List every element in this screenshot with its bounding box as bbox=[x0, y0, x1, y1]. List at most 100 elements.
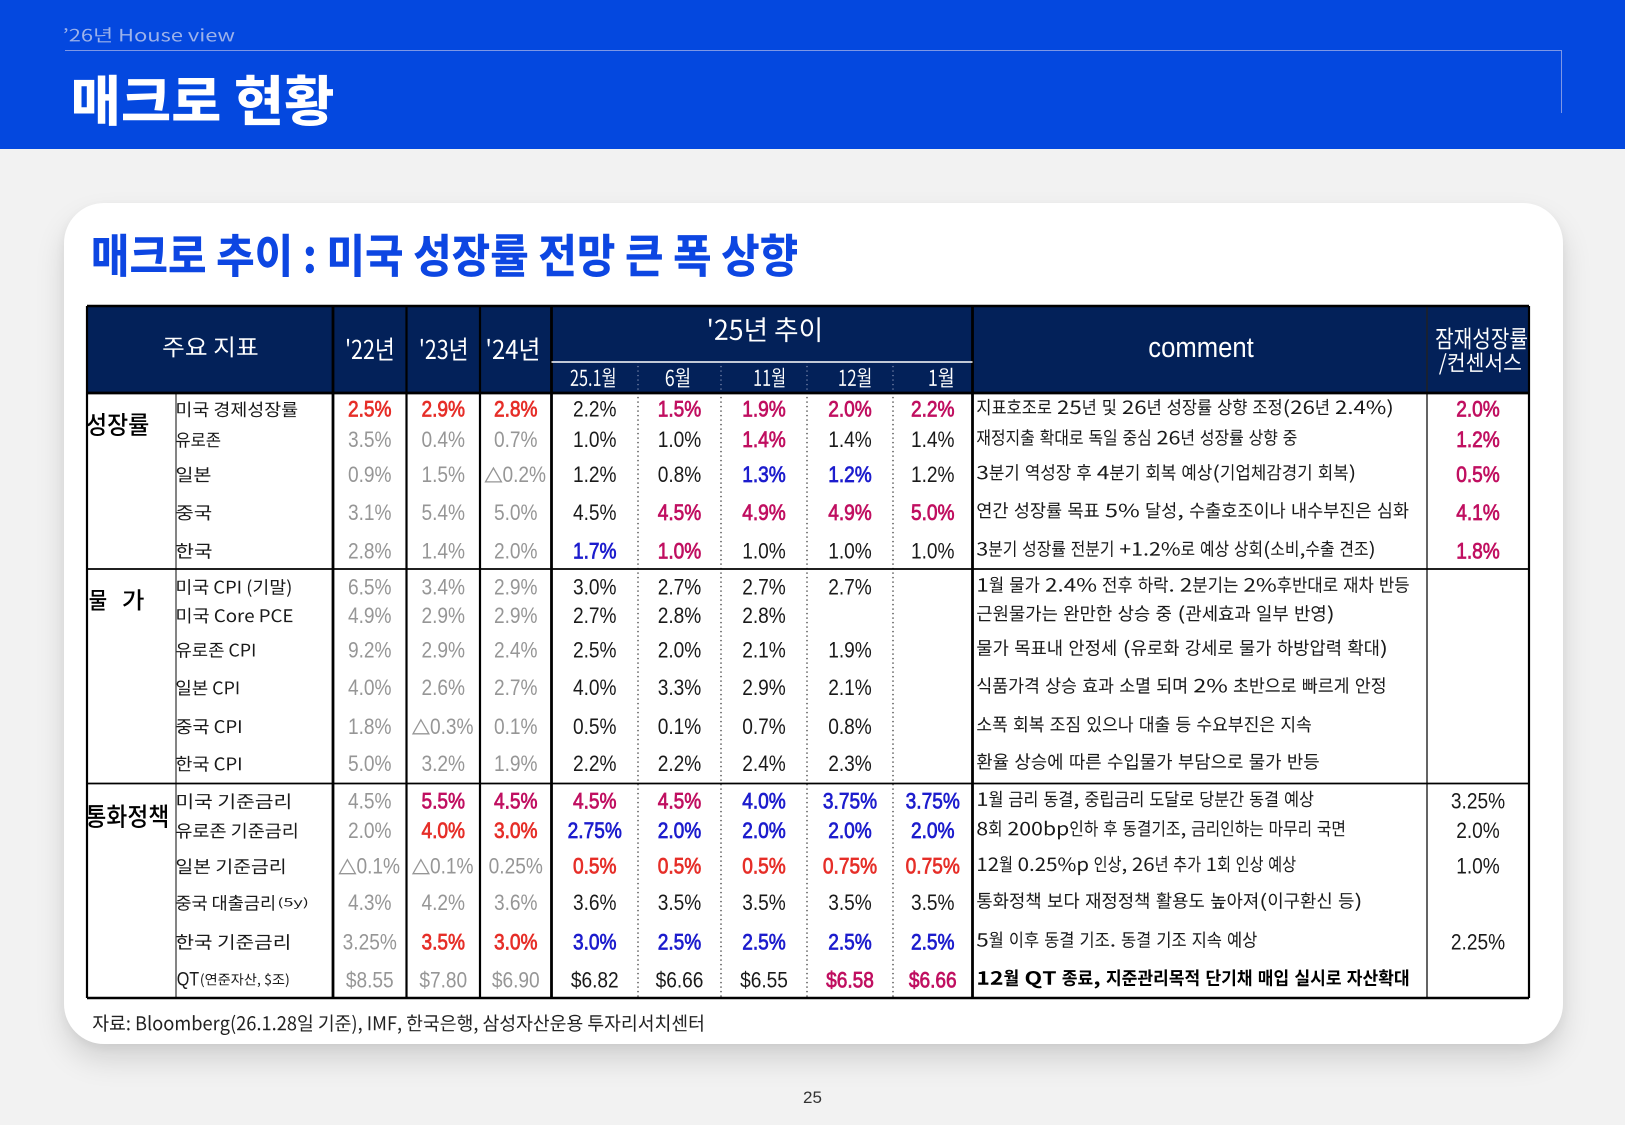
svg-text:2.9%: 2.9% bbox=[421, 604, 465, 629]
svg-text:2.5%: 2.5% bbox=[911, 930, 955, 955]
svg-text:2.1%: 2.1% bbox=[828, 676, 872, 701]
svg-text:2.9%: 2.9% bbox=[494, 575, 538, 600]
svg-text:4.9%: 4.9% bbox=[742, 501, 786, 526]
svg-text:2.9%: 2.9% bbox=[421, 397, 465, 422]
svg-text:0.1%: 0.1% bbox=[430, 854, 474, 879]
svg-text:3.5%: 3.5% bbox=[911, 891, 955, 916]
svg-text:$8.55: $8.55 bbox=[346, 968, 394, 993]
svg-text:0.5%: 0.5% bbox=[742, 854, 786, 879]
svg-text:$6.66: $6.66 bbox=[656, 968, 704, 993]
svg-text:1.0%: 1.0% bbox=[573, 428, 617, 453]
svg-text:2.8%: 2.8% bbox=[494, 397, 538, 422]
svg-text:2.8%: 2.8% bbox=[742, 604, 786, 629]
svg-text:3.5%: 3.5% bbox=[828, 891, 872, 916]
svg-text:2.4%: 2.4% bbox=[742, 752, 786, 777]
svg-text:4.5%: 4.5% bbox=[348, 789, 392, 814]
svg-text:3.0%: 3.0% bbox=[494, 930, 538, 955]
svg-text:5.4%: 5.4% bbox=[421, 501, 465, 526]
svg-text:4.0%: 4.0% bbox=[573, 676, 617, 701]
svg-text:1.0%: 1.0% bbox=[658, 539, 702, 564]
svg-text:0.75%: 0.75% bbox=[823, 854, 877, 879]
svg-text:1.9%: 1.9% bbox=[742, 397, 786, 422]
svg-text:4.0%: 4.0% bbox=[742, 789, 786, 814]
svg-text:1.8%: 1.8% bbox=[1456, 539, 1500, 564]
svg-text:1.9%: 1.9% bbox=[828, 638, 872, 663]
svg-text:1.2%: 1.2% bbox=[573, 463, 617, 488]
svg-text:$6.82: $6.82 bbox=[571, 968, 619, 993]
svg-text:3.4%: 3.4% bbox=[421, 575, 465, 600]
svg-text:0.8%: 0.8% bbox=[828, 714, 872, 739]
svg-text:3.75%: 3.75% bbox=[906, 789, 960, 814]
svg-text:2.0%: 2.0% bbox=[828, 819, 872, 844]
svg-text:4.9%: 4.9% bbox=[828, 501, 872, 526]
svg-text:2.9%: 2.9% bbox=[421, 638, 465, 663]
svg-text:1.0%: 1.0% bbox=[828, 539, 872, 564]
svg-text:1.0%: 1.0% bbox=[742, 539, 786, 564]
svg-text:2.5%: 2.5% bbox=[828, 930, 872, 955]
svg-text:0.1%: 0.1% bbox=[658, 714, 702, 739]
svg-text:3.5%: 3.5% bbox=[658, 891, 702, 916]
svg-text:comment: comment bbox=[1148, 331, 1254, 364]
svg-text:0.4%: 0.4% bbox=[421, 428, 465, 453]
svg-text:1.3%: 1.3% bbox=[742, 463, 786, 488]
svg-text:$7.80: $7.80 bbox=[419, 968, 467, 993]
svg-text:2.8%: 2.8% bbox=[348, 539, 392, 564]
svg-text:0.25%: 0.25% bbox=[489, 854, 543, 879]
svg-text:1.9%: 1.9% bbox=[494, 752, 538, 777]
svg-text:5.0%: 5.0% bbox=[494, 501, 538, 526]
svg-text:2.5%: 2.5% bbox=[658, 930, 702, 955]
svg-text:3.5%: 3.5% bbox=[421, 930, 465, 955]
svg-text:1.7%: 1.7% bbox=[573, 539, 617, 564]
svg-text:1.4%: 1.4% bbox=[742, 428, 786, 453]
svg-text:4.0%: 4.0% bbox=[348, 676, 392, 701]
svg-text:3.3%: 3.3% bbox=[658, 676, 702, 701]
svg-text:2.2%: 2.2% bbox=[911, 397, 955, 422]
svg-text:2.25%: 2.25% bbox=[1451, 930, 1505, 955]
svg-text:0.75%: 0.75% bbox=[906, 854, 960, 879]
svg-text:$6.90: $6.90 bbox=[492, 968, 540, 993]
svg-text:1.2%: 1.2% bbox=[911, 463, 955, 488]
svg-text:1.8%: 1.8% bbox=[348, 714, 392, 739]
svg-text:4.3%: 4.3% bbox=[348, 891, 392, 916]
svg-text:2.9%: 2.9% bbox=[742, 676, 786, 701]
svg-text:2.2%: 2.2% bbox=[573, 752, 617, 777]
svg-text:0.1%: 0.1% bbox=[356, 854, 400, 879]
svg-text:2.5%: 2.5% bbox=[348, 397, 392, 422]
svg-text:5.0%: 5.0% bbox=[348, 752, 392, 777]
svg-text:0.7%: 0.7% bbox=[494, 428, 538, 453]
svg-text:1.0%: 1.0% bbox=[1456, 854, 1500, 879]
svg-text:4.0%: 4.0% bbox=[421, 819, 465, 844]
svg-text:2.1%: 2.1% bbox=[742, 638, 786, 663]
svg-text:0.1%: 0.1% bbox=[494, 714, 538, 739]
svg-text:2.0%: 2.0% bbox=[658, 638, 702, 663]
svg-text:1.5%: 1.5% bbox=[421, 463, 465, 488]
svg-text:0.9%: 0.9% bbox=[348, 463, 392, 488]
svg-text:0.3%: 0.3% bbox=[430, 714, 474, 739]
svg-text:2.5%: 2.5% bbox=[742, 930, 786, 955]
svg-text:2.2%: 2.2% bbox=[573, 397, 617, 422]
svg-text:2.0%: 2.0% bbox=[1456, 819, 1500, 844]
svg-text:2.4%: 2.4% bbox=[494, 638, 538, 663]
svg-text:1.4%: 1.4% bbox=[911, 428, 955, 453]
svg-text:3.0%: 3.0% bbox=[494, 819, 538, 844]
svg-text:4.1%: 4.1% bbox=[1456, 501, 1500, 526]
svg-text:$6.66: $6.66 bbox=[909, 968, 957, 993]
svg-text:3.6%: 3.6% bbox=[494, 891, 538, 916]
svg-text:6.5%: 6.5% bbox=[348, 575, 392, 600]
svg-text:QT: QT bbox=[177, 968, 200, 990]
svg-text:2.9%: 2.9% bbox=[494, 604, 538, 629]
svg-text:2.7%: 2.7% bbox=[828, 575, 872, 600]
svg-text:3.0%: 3.0% bbox=[573, 575, 617, 600]
svg-text:3.0%: 3.0% bbox=[573, 930, 617, 955]
svg-text:0.5%: 0.5% bbox=[658, 854, 702, 879]
svg-text:2.0%: 2.0% bbox=[348, 819, 392, 844]
svg-text:3.75%: 3.75% bbox=[823, 789, 877, 814]
svg-text:0.5%: 0.5% bbox=[573, 714, 617, 739]
svg-text:2.75%: 2.75% bbox=[568, 819, 622, 844]
svg-text:4.9%: 4.9% bbox=[348, 604, 392, 629]
svg-text:1.0%: 1.0% bbox=[658, 428, 702, 453]
svg-text:4.5%: 4.5% bbox=[658, 501, 702, 526]
svg-text:3.2%: 3.2% bbox=[421, 752, 465, 777]
svg-text:0.8%: 0.8% bbox=[658, 463, 702, 488]
svg-text:3.25%: 3.25% bbox=[1451, 789, 1505, 814]
